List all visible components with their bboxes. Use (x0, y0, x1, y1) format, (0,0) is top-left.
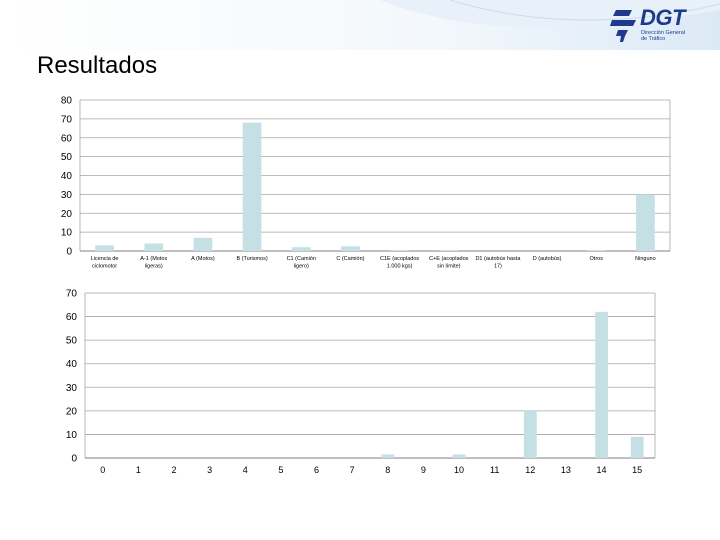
bar (452, 454, 466, 458)
y-tick-label: 40 (66, 359, 78, 370)
x-tick-label: sin límite) (437, 264, 461, 270)
y-tick-label: 50 (66, 336, 78, 347)
x-tick-label: Licencia de (91, 256, 119, 262)
bar (144, 243, 164, 251)
y-tick-label: 60 (66, 312, 78, 323)
bar (381, 454, 395, 458)
x-tick-label: 14 (597, 465, 607, 475)
x-tick-label: 9 (421, 465, 426, 475)
x-tick-label: 4 (243, 465, 248, 475)
x-tick-label: ligero) (294, 264, 309, 270)
x-tick-label: B (Turismos) (236, 256, 267, 262)
y-tick-label: 20 (66, 406, 78, 417)
x-tick-label: 0 (100, 465, 105, 475)
x-tick-label: 10 (454, 465, 464, 475)
y-tick-label: 40 (61, 171, 73, 182)
y-tick-label: 10 (61, 228, 73, 239)
y-tick-label: 60 (61, 133, 73, 144)
bar (595, 311, 608, 458)
x-tick-label: 5 (278, 465, 283, 475)
x-tick-label: 15 (632, 465, 642, 475)
bar (341, 246, 360, 251)
dgt-logo: DGT Dirección General de Tráfico (610, 4, 710, 46)
x-tick-label: 1 (136, 465, 141, 475)
y-tick-label: 50 (61, 152, 73, 163)
x-tick-label: D1 (autobús hasta (475, 256, 521, 262)
slide-title: Resultados (37, 52, 158, 79)
bar (636, 194, 655, 251)
bar (390, 250, 409, 251)
x-tick-label: 3 (207, 465, 212, 475)
x-tick-label: 11 (490, 465, 499, 475)
bar (193, 237, 213, 251)
dgt-emblem-icon (610, 10, 636, 42)
y-tick-label: 10 (66, 430, 78, 441)
y-tick-label: 0 (66, 247, 72, 258)
bar (586, 250, 606, 251)
y-tick-label: 30 (61, 190, 73, 201)
bar (291, 247, 311, 251)
licence-type-chart: 0 10 20 30 40 50 60 70 80 Licencia de ciclomotor A-… (61, 96, 671, 270)
x-tick-label: C1E (acoplados (380, 256, 419, 262)
x-tick-label: 7 (350, 465, 355, 475)
x-tick-label: C (Camión) (336, 256, 364, 262)
x-tick-label: A-1 (Motos (140, 256, 167, 262)
bar (439, 250, 459, 251)
bar (523, 410, 537, 458)
x-tick-label: Ninguno (635, 256, 656, 262)
x-tick-label: 1.000 kgs) (387, 264, 413, 270)
x-tick-label: ligeras) (145, 264, 163, 270)
x-tick-label: ciclomotor (92, 264, 117, 270)
x-tick-label: C+E (acoplados (429, 256, 469, 262)
logo-subtitle: Dirección General de Tráfico (641, 30, 686, 42)
x-tick-label: 12 (525, 465, 535, 475)
x-tick-label: 17) (494, 264, 502, 270)
bar (242, 122, 262, 252)
bar (630, 436, 644, 458)
x-tick-label: A (Motos) (191, 256, 215, 262)
x-tick-label: 13 (561, 465, 571, 475)
x-tick-label: Otros (590, 256, 604, 262)
x-tick-label: 2 (172, 465, 177, 475)
y-tick-label: 30 (66, 383, 78, 394)
logo-wordmark: DGT (640, 5, 685, 30)
x-tick-label: D (autobús) (533, 256, 562, 262)
x-tick-label: 6 (314, 465, 319, 475)
x-tick-label: 8 (385, 465, 390, 475)
y-tick-label: 70 (66, 289, 78, 300)
y-tick-label: 80 (61, 96, 73, 107)
y-tick-label: 20 (61, 209, 73, 220)
bar (95, 245, 114, 251)
y-tick-label: 0 (71, 454, 77, 465)
x-tick-label: C1 (Camión (287, 256, 316, 262)
y-tick-label: 70 (61, 114, 73, 125)
